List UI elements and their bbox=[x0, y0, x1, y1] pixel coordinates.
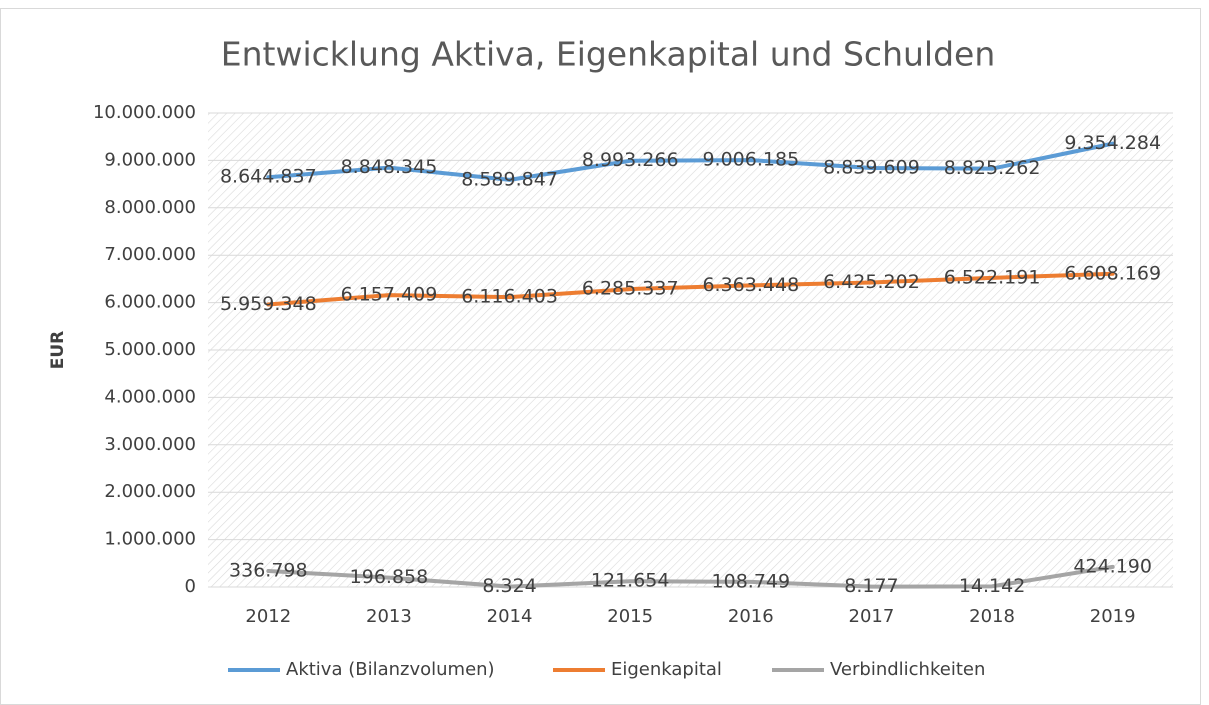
x-tick-label: 2019 bbox=[1090, 606, 1136, 627]
y-tick-label: 8.000.000 bbox=[104, 197, 196, 218]
data-label: 8.589.847 bbox=[461, 168, 558, 190]
x-tick-label: 2016 bbox=[728, 606, 774, 627]
y-tick-label: 9.000.000 bbox=[104, 149, 196, 170]
y-tick-label: 4.000.000 bbox=[104, 386, 196, 407]
y-tick-label: 0 bbox=[185, 576, 196, 597]
series-line bbox=[266, 271, 1115, 307]
data-label: 196.858 bbox=[350, 566, 429, 588]
legend-label: Aktiva (Bilanzvolumen) bbox=[286, 659, 495, 680]
data-label: 6.522.191 bbox=[944, 266, 1041, 288]
y-tick-label: 2.000.000 bbox=[104, 481, 196, 502]
y-tick-label: 1.000.000 bbox=[104, 529, 196, 550]
data-label: 8.324 bbox=[482, 575, 536, 597]
y-axis-label: EUR bbox=[48, 331, 68, 370]
data-label: 8.839.609 bbox=[823, 157, 920, 179]
data-label: 336.798 bbox=[229, 560, 308, 582]
data-label: 9.006.185 bbox=[702, 149, 799, 171]
data-label: 6.285.337 bbox=[582, 278, 679, 300]
data-label: 6.157.409 bbox=[341, 284, 438, 306]
series-line bbox=[266, 564, 1115, 589]
data-label: 6.608.169 bbox=[1064, 262, 1161, 284]
data-label: 108.749 bbox=[712, 570, 791, 592]
x-tick-label: 2014 bbox=[487, 606, 533, 627]
data-label: 8.177 bbox=[844, 575, 898, 597]
data-label: 14.142 bbox=[959, 575, 1025, 597]
x-tick-label: 2015 bbox=[607, 606, 653, 627]
data-label: 8.644.837 bbox=[220, 166, 317, 188]
y-tick-label: 7.000.000 bbox=[104, 244, 196, 265]
y-tick-label: 10.000.000 bbox=[93, 102, 196, 123]
x-tick-label: 2017 bbox=[849, 606, 895, 627]
y-tick-label: 5.000.000 bbox=[104, 339, 196, 360]
legend-label: Verbindlichkeiten bbox=[830, 659, 985, 680]
x-tick-label: 2018 bbox=[969, 606, 1015, 627]
data-label: 6.116.403 bbox=[461, 286, 558, 308]
y-tick-label: 3.000.000 bbox=[104, 434, 196, 455]
data-label: 6.425.202 bbox=[823, 271, 920, 293]
data-label: 9.354.284 bbox=[1064, 132, 1161, 154]
data-label: 121.654 bbox=[591, 570, 670, 592]
x-tick-label: 2013 bbox=[366, 606, 412, 627]
data-label: 6.363.448 bbox=[702, 274, 799, 296]
data-label: 8.993.266 bbox=[582, 149, 679, 171]
series-line bbox=[266, 141, 1115, 182]
data-label: 8.825.262 bbox=[944, 157, 1041, 179]
x-tick-label: 2012 bbox=[245, 606, 291, 627]
data-label: 424.190 bbox=[1073, 555, 1152, 577]
y-tick-label: 6.000.000 bbox=[104, 292, 196, 313]
chart-title: Entwicklung Aktiva, Eigenkapital und Sch… bbox=[221, 35, 995, 74]
data-label: 8.848.345 bbox=[341, 156, 438, 178]
legend-label: Eigenkapital bbox=[611, 659, 722, 680]
data-label: 5.959.348 bbox=[220, 293, 317, 315]
